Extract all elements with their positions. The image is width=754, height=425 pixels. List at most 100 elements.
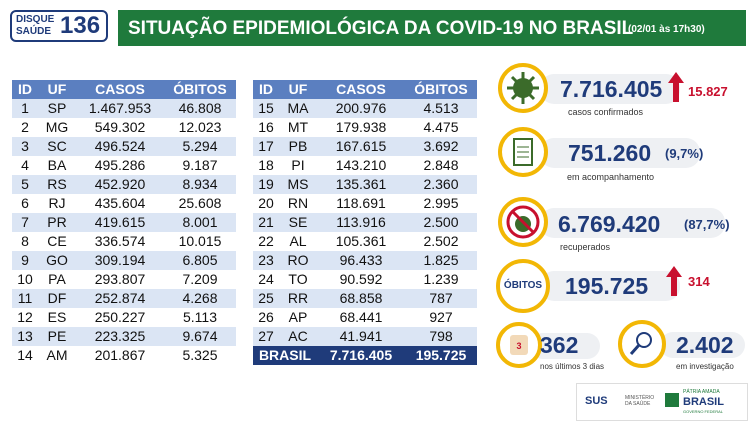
row-bg bbox=[253, 137, 477, 156]
logo-line2: SAÚDE bbox=[16, 26, 52, 37]
table-cell: 8 bbox=[21, 233, 29, 249]
table-cell: PA bbox=[48, 271, 66, 287]
table-cell: 7.209 bbox=[182, 271, 218, 287]
table-cell: 16 bbox=[258, 119, 274, 135]
table-cell: 2.502 bbox=[423, 233, 459, 249]
table-cell: 4 bbox=[21, 157, 29, 173]
table-cell: MS bbox=[287, 176, 309, 192]
table-cell: 179.938 bbox=[335, 119, 387, 135]
table-cell: 113.916 bbox=[336, 214, 386, 230]
table-cell: CE bbox=[47, 233, 67, 249]
table-cell: 90.592 bbox=[339, 271, 383, 287]
table-cell: 15 bbox=[258, 100, 274, 116]
table-cell: 24 bbox=[258, 271, 274, 287]
table-cell: 46.808 bbox=[178, 100, 222, 116]
recovered-caption: recuperados bbox=[560, 242, 611, 252]
investigation-caption: em investigação bbox=[676, 362, 734, 371]
column-header: UF bbox=[47, 81, 67, 97]
card-bg bbox=[660, 332, 745, 358]
logo: DISQUE SAÚDE 136 bbox=[10, 10, 108, 42]
row-bg bbox=[12, 346, 236, 365]
logo-line1: DISQUE bbox=[16, 14, 55, 25]
deaths-label: ÓBITOS bbox=[503, 280, 543, 291]
table-cell: 250.227 bbox=[94, 309, 146, 325]
table-cell: 309.194 bbox=[94, 252, 146, 268]
title-bar: SITUAÇÃO EPIDEMIOLÓGICA DA COVID-19 NO B… bbox=[118, 10, 746, 46]
row-bg bbox=[253, 156, 477, 175]
table-cell: 9 bbox=[21, 252, 29, 268]
investigation-value: 2.402 bbox=[676, 332, 734, 358]
row-bg bbox=[12, 251, 236, 270]
row-bg bbox=[12, 308, 236, 327]
table-cell: 927 bbox=[429, 309, 453, 325]
column-header: ÓBITOS bbox=[173, 81, 227, 97]
table-cell: MT bbox=[287, 119, 309, 135]
card-bg bbox=[540, 208, 725, 238]
table-cell: 41.941 bbox=[339, 328, 383, 344]
calendar-day: 3 bbox=[510, 335, 528, 355]
table-cell: 5.294 bbox=[182, 138, 218, 154]
table-cell: 6 bbox=[21, 195, 29, 211]
card-bg bbox=[540, 138, 700, 168]
table-cell: PR bbox=[47, 214, 67, 230]
table-cell: 4.475 bbox=[423, 119, 459, 135]
table-cell: 495.286 bbox=[94, 157, 146, 173]
table-cell: 18 bbox=[258, 157, 274, 173]
deaths-value: 195.725 bbox=[565, 273, 649, 299]
table-cell: ES bbox=[47, 309, 67, 325]
row-bg bbox=[253, 327, 477, 346]
table-cell: 336.574 bbox=[94, 233, 146, 249]
row-bg bbox=[12, 213, 236, 232]
row-bg bbox=[253, 213, 477, 232]
table-cell: 2.360 bbox=[423, 176, 459, 192]
row-bg bbox=[12, 232, 236, 251]
footer-slogan: PÁTRIA AMADA bbox=[683, 389, 720, 395]
table-cell: 25 bbox=[258, 290, 274, 306]
row-bg bbox=[253, 308, 477, 327]
row-bg bbox=[253, 175, 477, 194]
row-bg bbox=[12, 270, 236, 289]
row-bg bbox=[253, 99, 477, 118]
card-bg bbox=[540, 271, 680, 301]
table-cell: 2 bbox=[21, 119, 29, 135]
recent-caption: nos últimos 3 dias bbox=[540, 362, 605, 371]
table-cell: GO bbox=[46, 252, 68, 268]
footer-brasil: BRASIL bbox=[683, 396, 724, 408]
monitoring-percent: (9,7%) bbox=[665, 146, 704, 161]
table-cell: 167.615 bbox=[335, 138, 387, 154]
table-cell: 20 bbox=[258, 195, 274, 211]
table-cell: 23 bbox=[258, 252, 274, 268]
table-cell: AP bbox=[288, 309, 308, 325]
table-cell: RR bbox=[287, 290, 309, 306]
deaths-new: 314 bbox=[688, 274, 710, 289]
table-cell: 143.210 bbox=[335, 157, 387, 173]
table-cell: MA bbox=[287, 100, 309, 116]
table-cell: DF bbox=[47, 290, 67, 306]
table-cell: 549.302 bbox=[94, 119, 146, 135]
table-cell: 252.874 bbox=[94, 290, 146, 306]
table-cell: 8.001 bbox=[182, 214, 218, 230]
column-header: UF bbox=[288, 81, 308, 97]
table-cell: SP bbox=[47, 100, 67, 116]
up-arrow bbox=[666, 266, 682, 296]
table-cell: 201.867 bbox=[94, 347, 146, 363]
table-cell: 105.361 bbox=[335, 233, 387, 249]
title: SITUAÇÃO EPIDEMIOLÓGICA DA COVID-19 NO B… bbox=[128, 18, 634, 39]
row-bg bbox=[253, 270, 477, 289]
table-cell: 68.858 bbox=[339, 290, 383, 306]
table-cell: 2.995 bbox=[423, 195, 459, 211]
table-cell: PE bbox=[47, 328, 67, 344]
table-cell: MG bbox=[45, 119, 69, 135]
table-cell: RN bbox=[287, 195, 309, 211]
table-cell: 2.848 bbox=[423, 157, 459, 173]
table-cell: 68.441 bbox=[339, 309, 383, 325]
icon-magnifier bbox=[618, 320, 666, 368]
table-cell: 5.113 bbox=[183, 309, 217, 325]
table-cell: 96.433 bbox=[339, 252, 383, 268]
table-cell: 17 bbox=[258, 138, 274, 154]
table-cell: 8.934 bbox=[182, 176, 218, 192]
table-cell: 25.608 bbox=[178, 195, 222, 211]
table-cell: 10.015 bbox=[178, 233, 222, 249]
table-cell: PI bbox=[291, 157, 305, 173]
